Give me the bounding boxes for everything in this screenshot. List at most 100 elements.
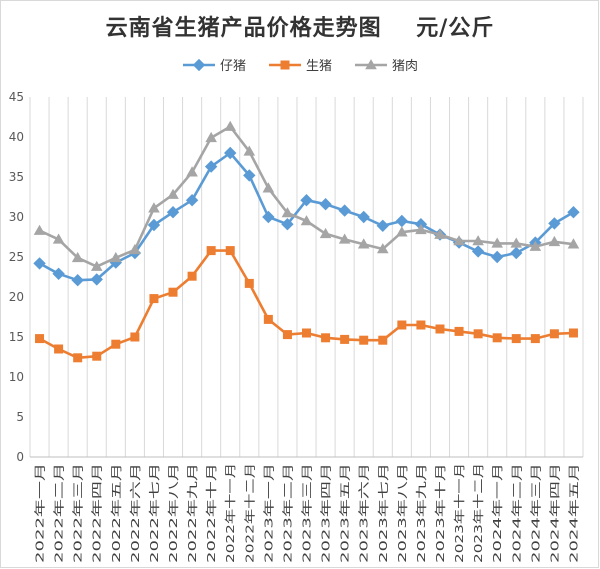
data-point: [262, 182, 275, 193]
data-point: [319, 227, 332, 239]
data-point: [473, 329, 483, 339]
data-point: [415, 223, 427, 235]
legend-marker-shape: [280, 60, 290, 69]
data-point: [129, 243, 141, 255]
data-point: [185, 194, 199, 207]
data-point: [92, 351, 102, 361]
data-point: [397, 320, 407, 330]
x-tick-label: 2024年一月: [490, 463, 504, 563]
data-point: [548, 217, 561, 230]
data-point: [110, 251, 122, 263]
legend-item: 猪肉: [354, 55, 418, 74]
y-tick-label: 45: [9, 90, 24, 104]
x-tick-label: 2022年三月: [71, 463, 85, 563]
data-point: [33, 224, 46, 235]
y-tick-label: 25: [9, 250, 24, 264]
data-point: [186, 166, 198, 177]
x-tick-label: 2023年二月: [280, 463, 294, 563]
data-point: [206, 246, 216, 256]
data-point: [167, 188, 179, 199]
data-point: [567, 206, 580, 219]
data-point: [244, 278, 254, 288]
data-point: [416, 320, 426, 330]
x-tick-label: 2022年十一月: [223, 463, 237, 563]
data-point: [35, 334, 45, 344]
data-point: [130, 332, 140, 342]
y-tick-label: 30: [9, 210, 24, 224]
data-point: [225, 246, 235, 256]
data-point: [548, 235, 561, 247]
data-point: [357, 238, 370, 249]
data-point: [168, 287, 178, 297]
data-point: [378, 335, 388, 345]
data-point: [549, 329, 559, 339]
data-point: [224, 146, 237, 160]
x-tick-label: 2023年三月: [300, 463, 314, 563]
y-tick-label: 40: [9, 130, 24, 144]
data-point: [453, 235, 465, 246]
legend-marker: [182, 58, 215, 71]
chart-title: 云南省生猪产品价格走势图 元/公斤: [105, 15, 495, 41]
x-tick-label: 2022年九月: [185, 463, 199, 563]
data-point: [224, 120, 237, 131]
legend-marker-shape: [192, 58, 206, 71]
x-tick-label: 2023年十月: [433, 463, 447, 563]
data-point: [471, 245, 485, 258]
data-point: [281, 207, 294, 218]
data-point: [319, 198, 332, 211]
data-point: [395, 214, 409, 228]
y-tick-label: 10: [9, 370, 24, 384]
data-point: [338, 233, 351, 244]
legend: 仔猪 生猪 猪肉: [0, 55, 600, 74]
legend-item: 仔猪: [182, 55, 246, 74]
y-tick-label: 35: [9, 170, 24, 184]
data-point: [300, 194, 313, 207]
x-tick-label: 2022年六月: [128, 463, 142, 563]
x-tick-label: 2023年十一月: [452, 463, 466, 563]
x-tick-label: 2022年一月: [33, 463, 47, 563]
data-point: [262, 210, 275, 224]
x-tick-label: 2022年四月: [90, 463, 104, 563]
data-point: [90, 273, 103, 286]
x-tick-label: 2022年十二月: [242, 463, 256, 563]
data-point: [302, 328, 311, 338]
legend-marker-shape: [365, 58, 377, 69]
data-point: [376, 243, 389, 254]
data-point: [567, 238, 580, 249]
data-point: [300, 215, 313, 226]
y-tick-label: 20: [9, 290, 24, 304]
data-point: [263, 314, 273, 324]
x-tick-label: 2023年五月: [338, 463, 352, 563]
data-point: [530, 334, 540, 344]
x-tick-label: 2022年二月: [52, 463, 66, 563]
data-point: [396, 226, 408, 237]
data-point: [434, 228, 446, 239]
x-tick-label: 2022年五月: [109, 463, 123, 563]
data-point: [90, 260, 103, 271]
data-point: [435, 324, 445, 334]
x-tick-label: 2023年六月: [357, 463, 371, 563]
data-point: [148, 202, 160, 213]
data-point: [187, 271, 197, 281]
x-tick-label: 2022年七月: [147, 463, 161, 563]
data-point: [568, 328, 578, 338]
data-point: [52, 267, 65, 280]
data-point: [149, 294, 159, 304]
x-tick-label: 2024年二月: [509, 463, 523, 563]
data-point: [52, 233, 65, 244]
data-point: [166, 206, 180, 219]
data-point: [71, 251, 84, 263]
data-point: [472, 235, 484, 246]
data-point: [282, 330, 292, 340]
data-point: [243, 169, 256, 182]
data-point: [529, 240, 542, 251]
data-point: [491, 237, 503, 248]
data-point: [204, 160, 218, 173]
x-tick-label: 2024年三月: [528, 463, 542, 563]
data-point: [33, 257, 46, 270]
data-point: [492, 333, 502, 343]
x-tick-label: 2022年十月: [204, 463, 218, 563]
x-tick-label: 2023年一月: [261, 463, 275, 563]
data-point: [147, 218, 161, 232]
